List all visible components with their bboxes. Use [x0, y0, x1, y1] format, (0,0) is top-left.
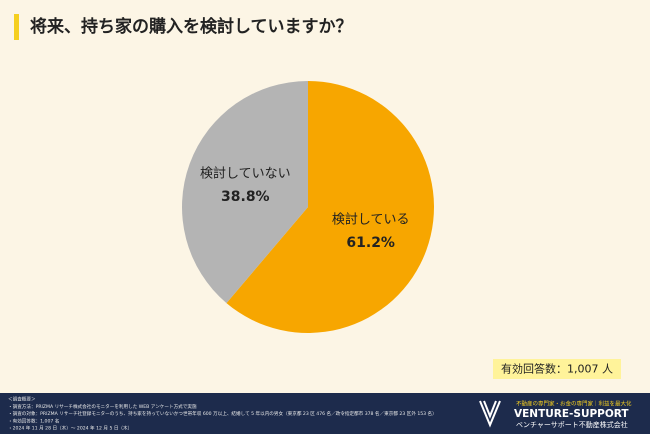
footer-note: ・2024 年 11 月 28 日（木）～ 2024 年 12 月 5 日（木）	[8, 425, 132, 432]
annotation-box	[493, 359, 621, 379]
value-label: 38.8%	[221, 189, 270, 205]
company: ベンチャーサポート不動産株式会社	[516, 420, 628, 429]
annotation: 有効回答数：1,007 人	[501, 362, 613, 376]
pie: 検討している 61.2% 検討していない 38.8%	[182, 80, 435, 333]
value-label: 61.2%	[346, 235, 395, 251]
footer-note: ・調査方法：PRIZMA リサーチ株式会社のモニターを利用した WEB アンケー…	[8, 403, 197, 410]
logo-text: VENTURE-SUPPORT	[514, 408, 629, 420]
slice-label: 検討している	[332, 212, 410, 228]
pie-slice	[226, 81, 435, 333]
tagline: 不動産の専門家・お金の専門家｜利益を最大化	[516, 400, 632, 408]
footer-notes: ＜調査概要＞・調査方法：PRIZMA リサーチ株式会社のモニターを利用した WE…	[8, 396, 437, 432]
chart-title: 将来、持ち家の購入を検討していますか？	[30, 16, 353, 37]
footer-note: ＜調査概要＞	[8, 396, 36, 403]
pie-slice	[182, 80, 308, 304]
footer	[0, 393, 650, 434]
footer-note: ・調査の対象：PRIZMA リサーチ社登録モニターのうち、持ち家を持っていないか…	[8, 410, 437, 417]
footer-note: ・有効回答数：1,007 名	[8, 417, 59, 424]
slice-label: 検討していない	[200, 165, 291, 181]
logo-mark	[479, 400, 501, 428]
title-accent	[14, 14, 19, 40]
